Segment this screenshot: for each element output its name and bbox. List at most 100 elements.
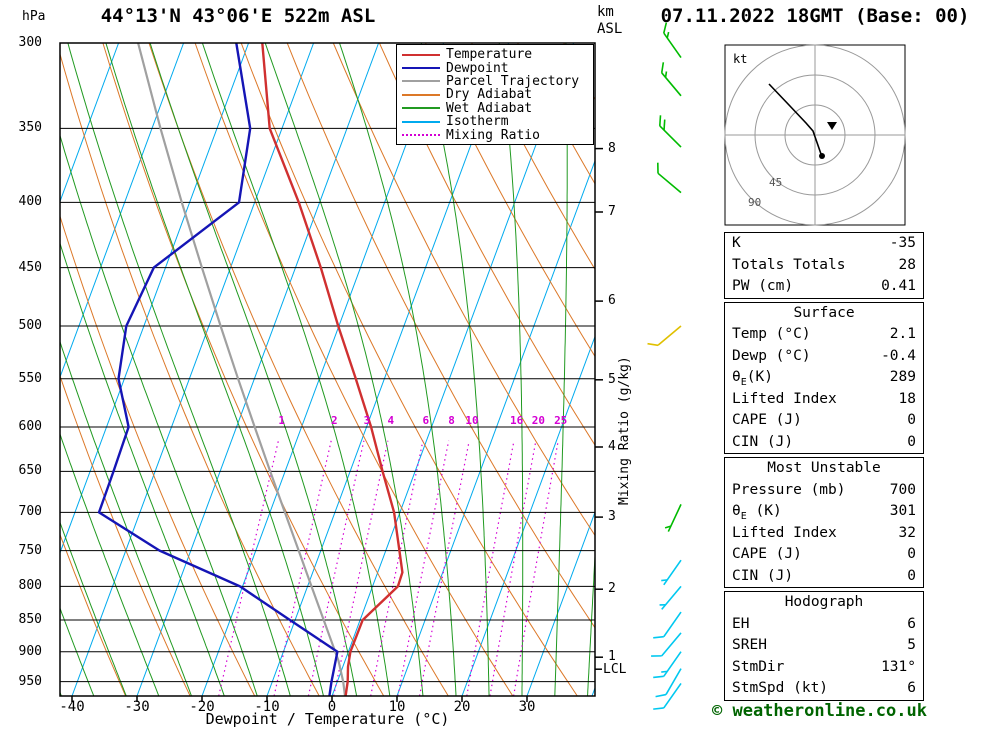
wind-barb (660, 62, 682, 97)
wind-barb (655, 668, 682, 698)
stat-value: 0 (907, 412, 916, 428)
stat-row: Lifted Index 32 (725, 523, 923, 545)
stat-value: 6 (907, 680, 916, 696)
legend-line-sample (402, 134, 440, 137)
km-tick-label: 3 (608, 509, 616, 525)
stat-value: 18 (898, 390, 916, 407)
storm-motion-marker (827, 122, 837, 130)
stat-value: -0.4 (881, 347, 916, 364)
temp-tick-label: 0 (327, 699, 337, 715)
temp-axis-ticks (71, 696, 528, 702)
pressure-tick-label: 400 (18, 194, 42, 210)
temp-tick-label: -30 (124, 699, 150, 715)
stat-value: 131° (881, 658, 916, 675)
wind-barb-column (647, 22, 682, 710)
stat-value: 289 (889, 369, 916, 385)
stat-value: 301 (889, 503, 916, 519)
pressure-tick-label: 450 (18, 259, 42, 275)
legend-label: Wet Adiabat (446, 100, 533, 116)
pressure-tick-label: 500 (18, 318, 42, 333)
stat-label: CIN (J) (732, 567, 794, 584)
stat-row: CIN (J) 0 (725, 432, 923, 454)
legend-line-sample (402, 120, 440, 123)
stat-row: Dewp (°C) -0.4 (725, 346, 923, 368)
stat-row: Pressure (mb) 700 (725, 480, 923, 502)
stat-row: θE (K) 301 (725, 501, 923, 523)
stats-box: Hodograph EH 6 SREH 5 StmDir 131° StmSpd (kt) 6 (724, 591, 924, 701)
stat-row: θE(K) 289 (725, 367, 923, 389)
legend-label: Dry Adiabat (446, 87, 533, 103)
mixing-ratio-value: 16 (510, 414, 524, 427)
wind-barb (653, 651, 682, 679)
station-title: 44°13'N 43°06'E 522m ASL (100, 5, 376, 27)
stat-row: StmSpd (kt) 6 (725, 678, 923, 700)
stat-value: 700 (889, 481, 916, 498)
parcel-trajectory-curve (137, 43, 347, 696)
km-tick-label: 5 (608, 371, 616, 387)
isotherm-lines (60, 43, 595, 696)
asl-unit-label: ASL (597, 21, 623, 37)
temp-tick-label: 10 (388, 699, 406, 715)
hodograph-unit-label: kt (733, 52, 748, 66)
chart-frame (59, 42, 596, 697)
pressure-tick-label: 350 (18, 120, 42, 136)
stat-row: Totals Totals 28 (725, 255, 923, 277)
pressure-tick-label: 850 (18, 611, 42, 627)
stat-label: Totals Totals (732, 256, 846, 273)
hodograph-ring-label: 45 (769, 176, 782, 189)
stat-label: PW (cm) (732, 278, 794, 294)
stats-box-header: Hodograph (784, 594, 864, 610)
dry-adiabat-lines (60, 43, 595, 696)
height-axis-unit: km ASL (597, 4, 622, 38)
mixing-ratio-value: 3 (364, 414, 371, 427)
stat-value: 0 (907, 433, 916, 450)
mixing-ratio-lines (218, 440, 559, 696)
wind-barb (659, 585, 682, 610)
wind-barb (653, 682, 682, 710)
stat-label: CAPE (J) (732, 412, 802, 428)
hodograph-ring-label: 90 (748, 196, 761, 209)
stat-row: CIN (J) 0 (725, 566, 923, 588)
legend-item: Wet Adiabat (397, 102, 593, 115)
legend-line-sample (402, 67, 440, 70)
mixing-ratio-value: 25 (554, 414, 567, 427)
pressure-tick-label: 300 (18, 35, 42, 50)
km-tick-label: 7 (608, 203, 616, 219)
stat-row: K -35 (725, 233, 923, 255)
run-date: 07.11.2022 18GMT (Base: 00) (660, 5, 970, 27)
mixing-ratio-labels: 1 2 3 4 6 8 10 16 20 25 (278, 414, 567, 427)
wind-barb (656, 162, 682, 194)
mixing-ratio-value: 6 (422, 414, 429, 427)
stat-row: CAPE (J) 0 (725, 410, 923, 432)
legend-label: Isotherm (446, 114, 509, 130)
temperature-axis-label: Dewpoint / Temperature (°C) (205, 710, 450, 728)
pressure-gridlines (60, 43, 595, 683)
legend-item: Mixing Ratio (397, 128, 593, 142)
wind-barb (658, 115, 682, 148)
legend-item: Dewpoint (397, 61, 593, 75)
stat-value: 0.41 (881, 278, 916, 294)
temp-tick-label: 20 (453, 699, 471, 715)
chart-area (60, 43, 595, 696)
hodograph: 45 90 (724, 44, 906, 226)
km-unit-label: km (597, 4, 614, 20)
legend-line-sample (402, 80, 440, 83)
wind-barb (653, 611, 682, 639)
pressure-axis-unit: hPa (22, 9, 46, 24)
lcl-label: LCL (603, 662, 627, 677)
km-tick-label: 2 (608, 581, 616, 597)
wind-barb (663, 22, 682, 59)
stat-label: CAPE (J) (732, 546, 802, 562)
temp-tick-label: -20 (189, 699, 215, 715)
pressure-tick-label: 650 (18, 463, 42, 479)
stat-row: PW (cm) 0.41 (725, 276, 923, 298)
mixing-ratio-value: 8 (448, 414, 455, 427)
stat-label: Pressure (mb) (732, 481, 846, 498)
wind-barb (651, 632, 682, 657)
legend-line-sample (402, 107, 440, 110)
stat-value: 32 (898, 524, 916, 541)
stat-label: K (732, 235, 741, 251)
stat-label: Dewp (°C) (732, 347, 811, 364)
